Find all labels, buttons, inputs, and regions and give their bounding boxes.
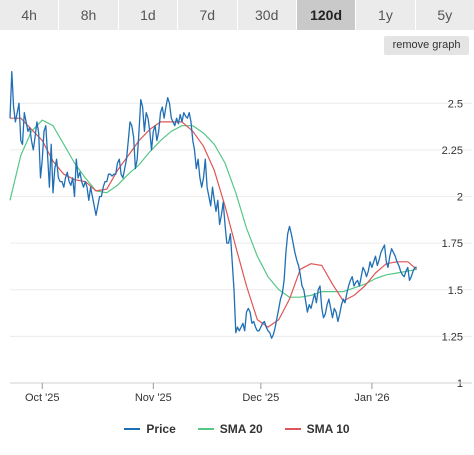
y-tick-label: 2.25 xyxy=(442,145,463,157)
x-tick-label: Jan '26 xyxy=(354,392,389,404)
tab-30d[interactable]: 30d xyxy=(237,0,297,30)
y-tick-label: 1 xyxy=(457,378,463,390)
series-line-sma-10 xyxy=(10,117,418,328)
tab-5y[interactable]: 5y xyxy=(415,0,474,30)
legend-swatch xyxy=(124,428,141,430)
legend-swatch xyxy=(284,428,301,430)
remove-graph-button[interactable]: remove graph xyxy=(384,36,469,55)
legend-item-sma-20[interactable]: SMA 20 xyxy=(197,422,263,436)
tab-7d[interactable]: 7d xyxy=(178,0,238,30)
x-tick-label: Nov '25 xyxy=(135,392,172,404)
y-tick-label: 1.75 xyxy=(442,238,463,250)
legend-label: Price xyxy=(146,422,176,436)
legend-label: SMA 10 xyxy=(306,422,350,436)
price-chart: 1 1.25 1.5 1.75 2 2.25 2.5 Oct '25 Nov '25 Dec '2… xyxy=(9,70,472,404)
y-tick-label: 1.25 xyxy=(442,331,463,343)
tab-4h[interactable]: 4h xyxy=(0,0,60,30)
legend-item-sma-10[interactable]: SMA 10 xyxy=(284,422,350,436)
tab-1y[interactable]: 1y xyxy=(356,0,416,30)
y-tick-label: 2.5 xyxy=(448,98,463,110)
series-line-sma-20 xyxy=(9,119,417,298)
x-tick-label: Oct '25 xyxy=(25,392,60,404)
tab-8h[interactable]: 8h xyxy=(59,0,119,30)
legend-swatch xyxy=(197,428,214,430)
y-tick-label: 1.5 xyxy=(448,285,463,297)
x-tick-label: Dec '25 xyxy=(242,392,279,404)
legend-item-price[interactable]: Price xyxy=(124,422,176,436)
series-line-price xyxy=(9,70,417,339)
tab-120d[interactable]: 120d xyxy=(296,0,357,30)
y-tick-label: 2 xyxy=(457,192,463,204)
legend-label: SMA 20 xyxy=(219,422,263,436)
tab-1d[interactable]: 1d xyxy=(118,0,179,30)
chart-legend: Price SMA 20 SMA 10 xyxy=(0,420,474,438)
timeframe-tabs: 4h 8h 1d 7d 30d 120d 1y 5y xyxy=(0,0,474,30)
